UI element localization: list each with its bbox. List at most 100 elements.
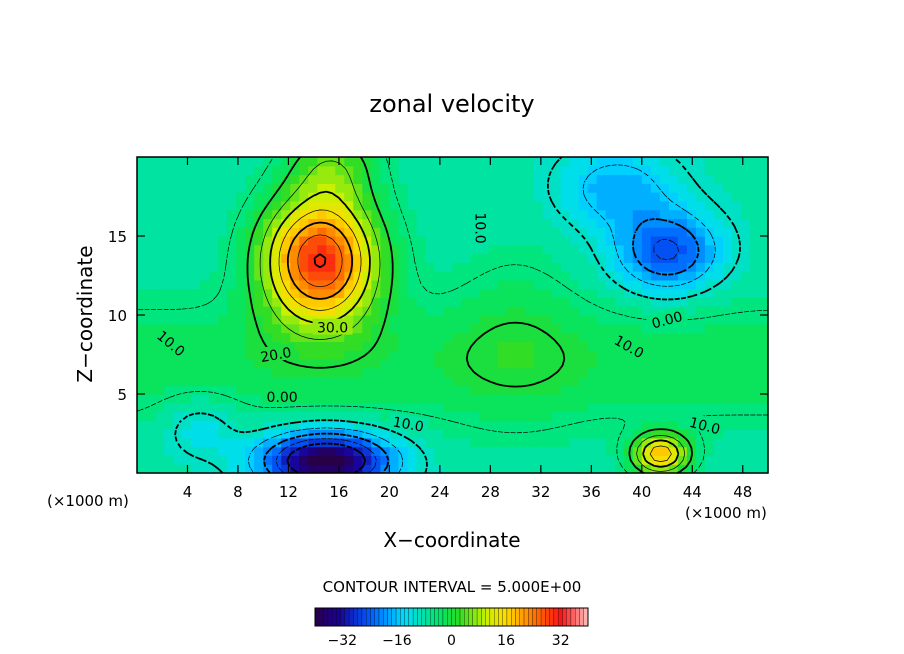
field-cell bbox=[632, 332, 643, 342]
field-cell bbox=[488, 376, 499, 386]
field-cell bbox=[407, 385, 418, 395]
field-cell bbox=[695, 253, 706, 263]
field-cell bbox=[290, 297, 300, 307]
field-cell bbox=[272, 165, 282, 176]
field-cell bbox=[578, 218, 589, 228]
field-cell bbox=[308, 209, 318, 220]
field-cell bbox=[497, 385, 508, 395]
field-cell bbox=[236, 279, 246, 290]
field-cell bbox=[173, 297, 183, 307]
field-cell bbox=[299, 464, 309, 474]
field-cell bbox=[353, 464, 363, 474]
field-cell bbox=[290, 315, 300, 325]
field-cell bbox=[479, 253, 490, 263]
field-cell bbox=[623, 402, 634, 413]
field-cell bbox=[713, 253, 724, 263]
field-cell bbox=[488, 253, 499, 263]
field-cell bbox=[461, 253, 472, 263]
field-cell bbox=[407, 437, 418, 448]
field-cell bbox=[758, 350, 769, 360]
field-cell bbox=[353, 411, 363, 421]
field-cell bbox=[398, 200, 409, 211]
field-cell bbox=[479, 183, 490, 193]
field-cell bbox=[614, 271, 625, 281]
field-cell bbox=[407, 279, 418, 290]
field-cell bbox=[488, 244, 499, 255]
field-cell bbox=[452, 262, 463, 272]
field-cell bbox=[416, 332, 427, 342]
field-cell bbox=[686, 297, 697, 307]
field-cell bbox=[650, 262, 661, 272]
field-cell bbox=[668, 271, 679, 281]
field-cell bbox=[272, 262, 282, 272]
field-cell bbox=[533, 183, 544, 193]
field-cell bbox=[308, 455, 318, 465]
field-cell bbox=[245, 306, 255, 316]
field-cell bbox=[164, 165, 174, 176]
field-cell bbox=[758, 174, 769, 184]
field-cell bbox=[605, 200, 616, 211]
field-cell bbox=[551, 455, 562, 465]
field-cell bbox=[137, 192, 147, 202]
field-cell bbox=[443, 376, 454, 386]
field-cell bbox=[164, 315, 174, 325]
field-cell bbox=[137, 297, 147, 307]
field-cell bbox=[686, 437, 697, 448]
field-cell bbox=[623, 227, 634, 237]
field-cell bbox=[542, 315, 553, 325]
field-cell bbox=[578, 464, 589, 474]
field-cell bbox=[650, 376, 661, 386]
field-cell bbox=[587, 429, 598, 439]
field-cell bbox=[578, 288, 589, 299]
field-cell bbox=[146, 157, 156, 167]
field-cell bbox=[560, 218, 571, 228]
field-cell bbox=[704, 358, 715, 369]
field-cell bbox=[506, 429, 517, 439]
field-cell bbox=[695, 358, 706, 369]
field-cell bbox=[416, 350, 427, 360]
field-cell bbox=[407, 209, 418, 220]
field-cell bbox=[515, 402, 526, 413]
field-cell bbox=[326, 367, 336, 378]
field-cell bbox=[677, 367, 688, 378]
field-cell bbox=[578, 437, 589, 448]
field-cell bbox=[434, 174, 445, 184]
field-cell bbox=[353, 455, 363, 465]
field-cell bbox=[470, 253, 481, 263]
field-cell bbox=[200, 358, 210, 369]
field-cell bbox=[173, 244, 183, 255]
field-cell bbox=[254, 437, 264, 448]
field-cell bbox=[551, 279, 562, 290]
field-cell bbox=[398, 464, 409, 474]
field-cell bbox=[668, 429, 679, 439]
y-axis-label: Z−coordinate bbox=[73, 245, 97, 382]
field-cell bbox=[254, 288, 264, 299]
field-cell bbox=[506, 411, 517, 421]
field-cell bbox=[695, 306, 706, 316]
field-cell bbox=[614, 385, 625, 395]
field-cell bbox=[515, 411, 526, 421]
field-cell bbox=[749, 253, 760, 263]
field-cell bbox=[227, 446, 237, 457]
field-cell bbox=[515, 262, 526, 272]
field-cell bbox=[497, 200, 508, 211]
field-cell bbox=[479, 244, 490, 255]
field-cell bbox=[578, 323, 589, 334]
field-cell bbox=[263, 429, 273, 439]
field-cell bbox=[398, 157, 409, 167]
field-cell bbox=[398, 437, 409, 448]
field-cell bbox=[191, 420, 201, 430]
field-cell bbox=[587, 271, 598, 281]
field-cell bbox=[740, 411, 751, 421]
field-cell bbox=[398, 183, 409, 193]
field-cell bbox=[614, 157, 625, 167]
field-cell bbox=[605, 165, 616, 176]
field-cell bbox=[740, 306, 751, 316]
field-cell bbox=[452, 323, 463, 334]
field-cell bbox=[632, 200, 643, 211]
field-cell bbox=[434, 350, 445, 360]
field-cell bbox=[749, 271, 760, 281]
field-cell bbox=[380, 341, 390, 351]
field-cell bbox=[452, 394, 463, 404]
